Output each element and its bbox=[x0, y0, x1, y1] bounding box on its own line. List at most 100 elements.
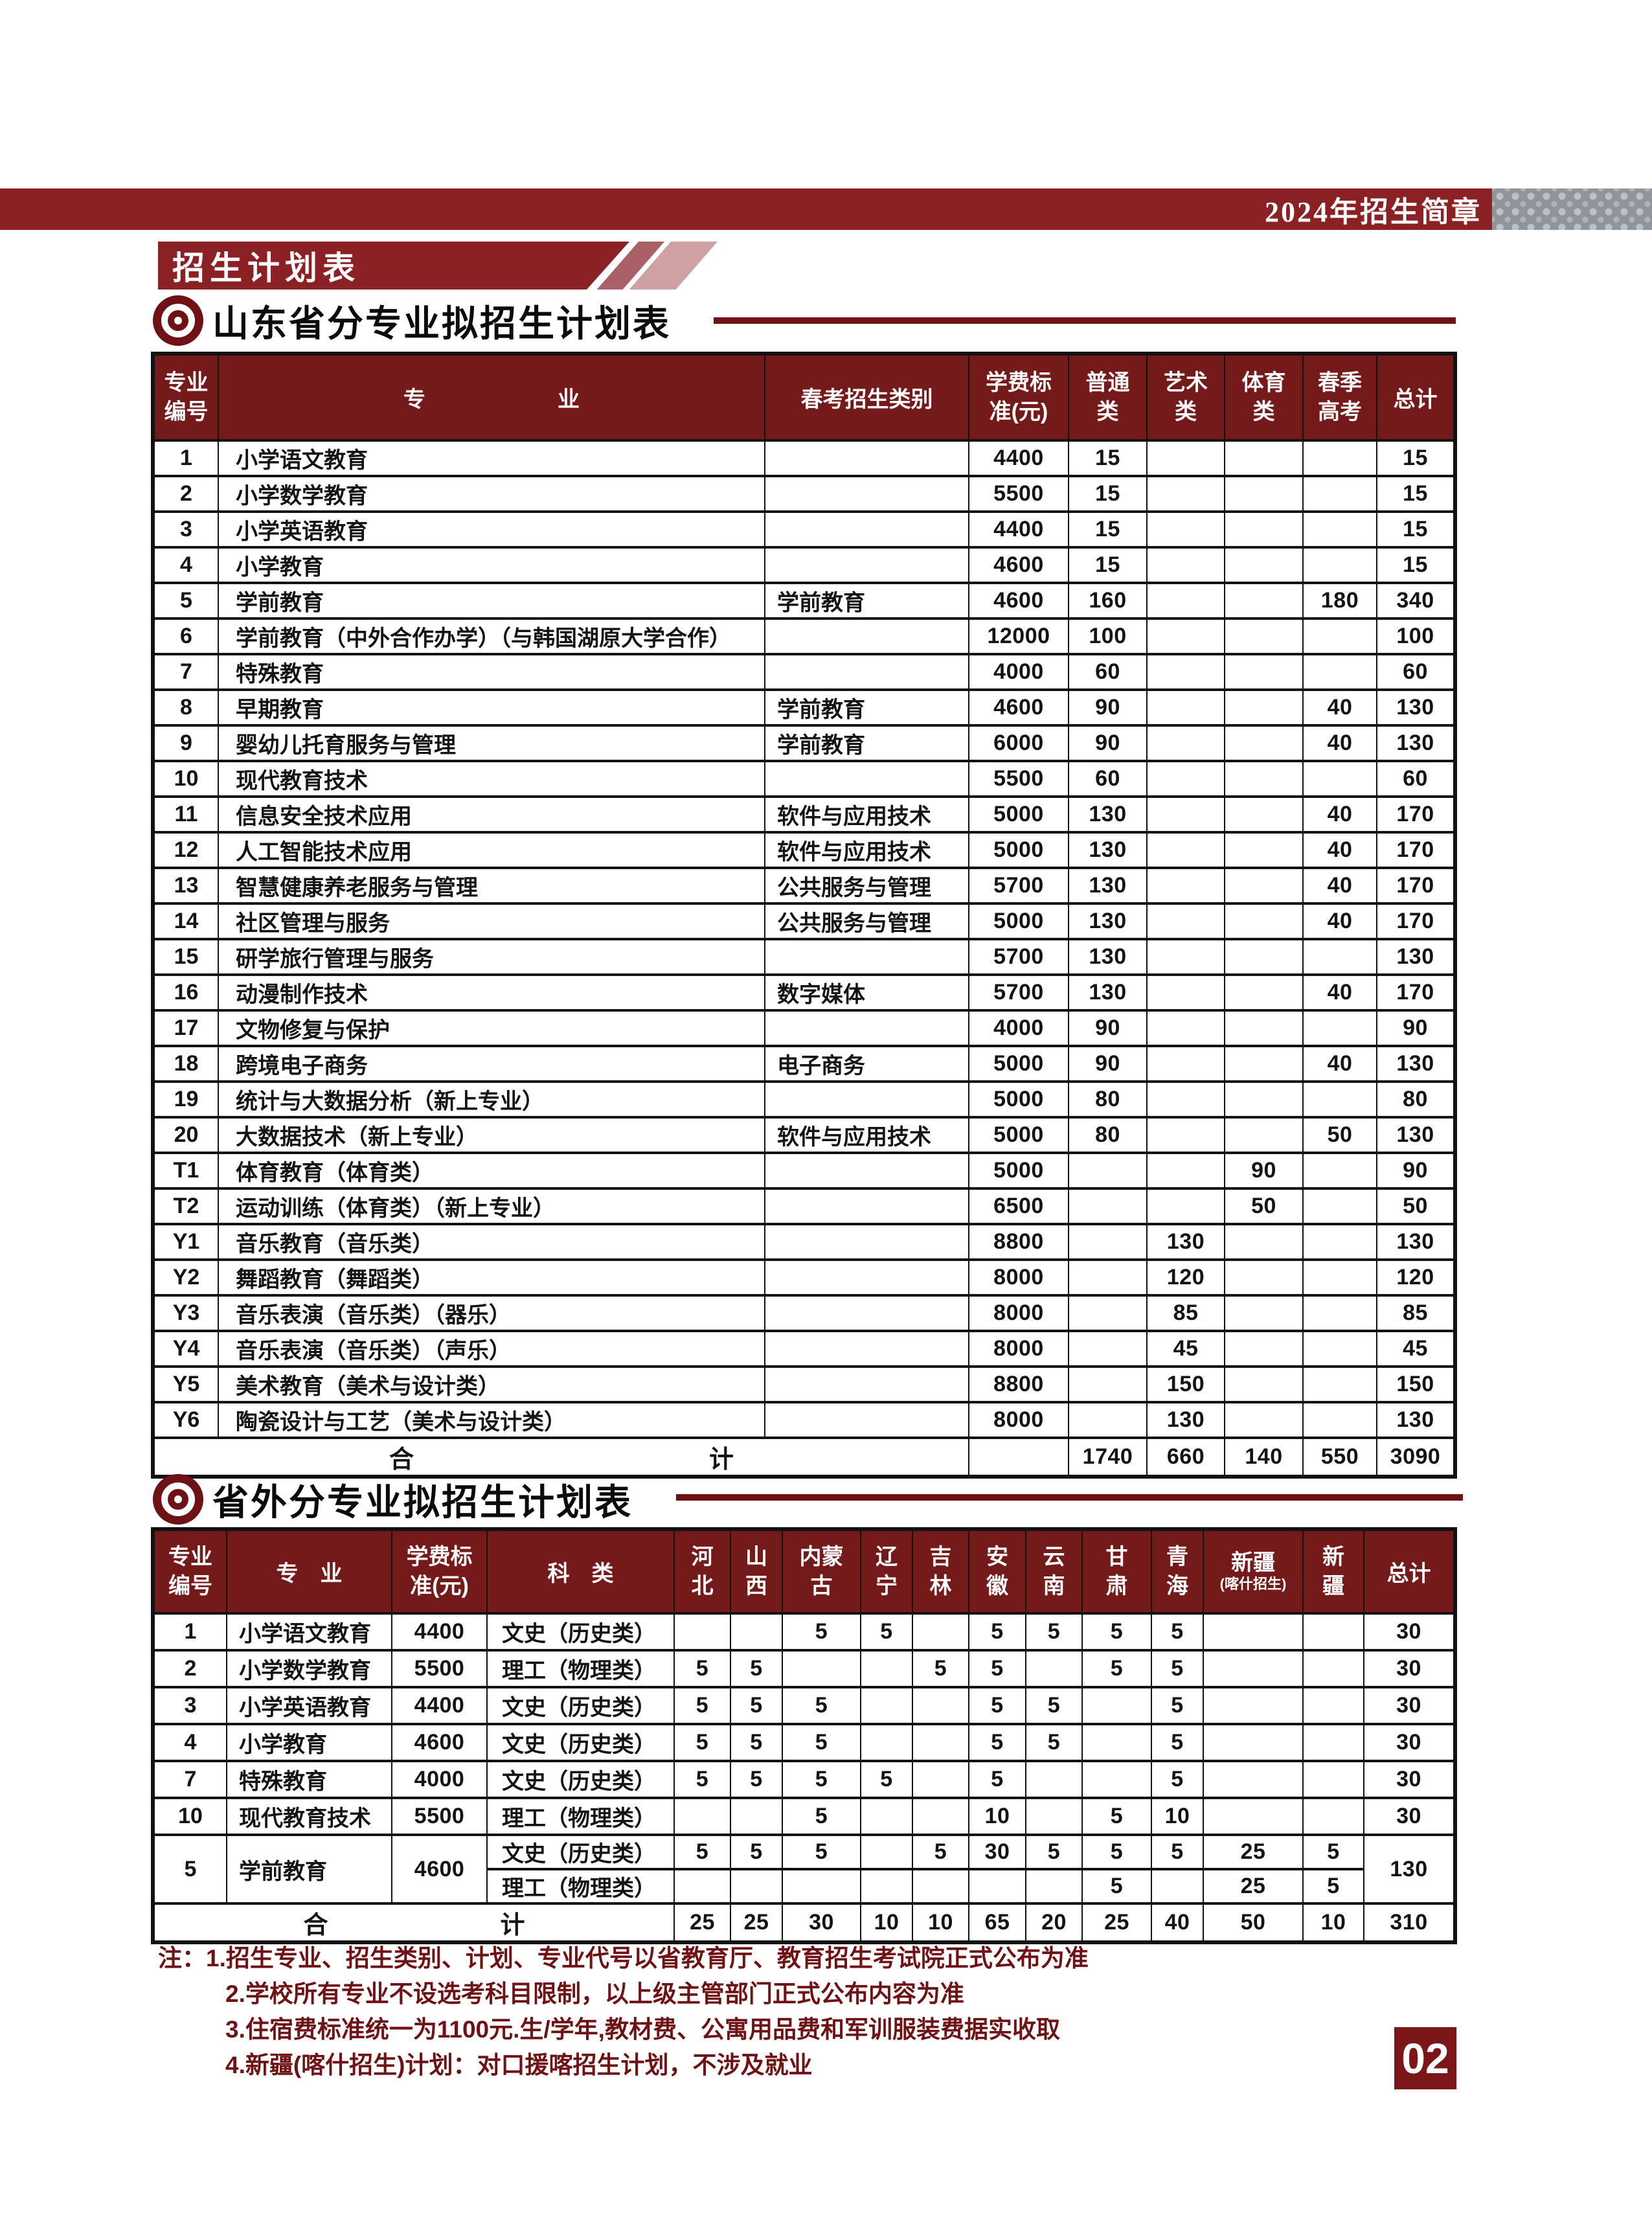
table-cell bbox=[968, 1868, 1026, 1905]
table-cell: 80 bbox=[1068, 1116, 1148, 1154]
table-cell: 4600 bbox=[391, 1723, 488, 1762]
table-cell bbox=[1068, 1152, 1148, 1190]
table-cell bbox=[730, 1797, 783, 1836]
table-cell: 10 bbox=[152, 1797, 227, 1836]
total-label: 合 计 bbox=[152, 1902, 675, 1944]
table-cell: 5 bbox=[673, 1760, 731, 1799]
table-cell: Y5 bbox=[152, 1365, 219, 1403]
table-cell: 研学旅行管理与服务 bbox=[218, 938, 765, 976]
col-header-major: 专 业 bbox=[218, 352, 765, 442]
table-cell: 陶瓷设计与工艺（美术与设计类） bbox=[218, 1401, 765, 1439]
table-cell: 4 bbox=[152, 546, 219, 584]
table-cell: 动漫制作技术 bbox=[218, 973, 765, 1012]
table-cell: 5 bbox=[152, 1834, 227, 1905]
table-cell: 90 bbox=[1068, 1009, 1148, 1047]
table-cell: 90 bbox=[1068, 724, 1148, 762]
table-cell: 50 bbox=[1302, 1116, 1377, 1154]
table2-footer: 合 计 25 25 30 10 10 65 20 25 40 50 10 310 bbox=[152, 1902, 1456, 1944]
notes: 注：1.招生专业、招生类别、计划、专业代号以省教育厅、教育招生考试院正式公布为准… bbox=[158, 1940, 1259, 2083]
table-cell: 特殊教育 bbox=[218, 653, 765, 691]
table-row: 7 特殊教育 4000 文史（历史类） 5 5 5 5 5 5 30 bbox=[152, 1760, 1456, 1799]
table-cell bbox=[860, 1834, 913, 1870]
table-cell: 130 bbox=[1068, 867, 1148, 905]
table-cell: 5 bbox=[782, 1760, 861, 1799]
section2-title: 省外分专业拟招生计划表 bbox=[212, 1481, 633, 1523]
total-hebei: 25 bbox=[673, 1902, 731, 1944]
table-cell bbox=[1302, 1187, 1377, 1225]
table-row: 5 学前教育 学前教育 4600 160 180 340 bbox=[152, 582, 1456, 620]
table-cell: 130 bbox=[1146, 1401, 1225, 1439]
table-cell: 4400 bbox=[968, 510, 1069, 549]
col-header-label: 学费标准(元) bbox=[986, 370, 1052, 424]
table-cell: 90 bbox=[1068, 688, 1148, 727]
table-cell bbox=[912, 1760, 969, 1799]
col-header-label: 新疆 bbox=[1231, 1550, 1275, 1575]
table-cell: 130 bbox=[1363, 1834, 1456, 1905]
table-cell: 5000 bbox=[968, 1116, 1069, 1154]
top-bar: 2024年招生简章 bbox=[0, 188, 1492, 230]
table-cell: 5 bbox=[1081, 1612, 1152, 1652]
table-cell: 学前教育（中外合作办学）（与韩国湖原大学合作） bbox=[218, 617, 765, 655]
table-row: 17 文物修复与保护 4000 90 90 bbox=[152, 1009, 1456, 1047]
table-cell: 5 bbox=[1151, 1686, 1204, 1725]
table-cell: 理工（物理类） bbox=[486, 1797, 675, 1836]
table-cell bbox=[1146, 582, 1225, 620]
table-row: T1 体育教育（体育类） 5000 90 90 bbox=[152, 1152, 1456, 1190]
table-cell bbox=[1224, 1223, 1304, 1261]
table-cell: 5 bbox=[152, 582, 219, 620]
table-cell: 170 bbox=[1376, 902, 1456, 940]
col-header-label: 体育类 bbox=[1241, 370, 1286, 424]
table-cell: 15 bbox=[1376, 510, 1456, 549]
table-cell: 5 bbox=[912, 1834, 969, 1870]
table-cell: 130 bbox=[1146, 1223, 1225, 1261]
table-cell: 12 bbox=[152, 831, 219, 869]
table-cell: 40 bbox=[1302, 688, 1377, 727]
table-cell bbox=[1025, 1649, 1083, 1688]
table-cell: 1 bbox=[152, 439, 219, 477]
total-sports: 140 bbox=[1224, 1437, 1304, 1478]
table-cell: 运动训练（体育类）（新上专业） bbox=[218, 1187, 765, 1225]
table-cell: 特殊教育 bbox=[226, 1760, 392, 1799]
table-cell: 婴幼儿托育服务与管理 bbox=[218, 724, 765, 762]
section1-rule bbox=[714, 317, 1456, 324]
table-cell: 11 bbox=[152, 795, 219, 834]
table-cell: 130 bbox=[1376, 938, 1456, 976]
table2-merged-row-group: 5 学前教育 4600 文史（历史类） 5 5 5 5 30 5 5 5 25 … bbox=[152, 1834, 1456, 1905]
table-cell bbox=[1302, 510, 1377, 549]
table-cell: 170 bbox=[1376, 867, 1456, 905]
col-header-major: 专 业 bbox=[226, 1528, 392, 1615]
total-xinjiang-kashi: 50 bbox=[1203, 1902, 1304, 1944]
table-cell bbox=[1302, 1223, 1377, 1261]
table-cell: 85 bbox=[1376, 1294, 1456, 1332]
table-cell: 5 bbox=[1081, 1834, 1152, 1870]
table-cell: 8000 bbox=[968, 1401, 1069, 1439]
col-header-jilin: 吉林 bbox=[912, 1528, 969, 1615]
table-cell: T1 bbox=[152, 1152, 219, 1190]
table-cell: 5000 bbox=[968, 1152, 1069, 1190]
table-cell: 5 bbox=[782, 1723, 861, 1762]
note-line: 2.学校所有专业不设选考科目限制，以上级主管部门正式公布内容为准 bbox=[225, 1981, 964, 2007]
table-cell bbox=[764, 1152, 969, 1190]
table-cell: 公共服务与管理 bbox=[764, 902, 969, 940]
table-cell: 5 bbox=[673, 1649, 731, 1688]
table-cell: 5 bbox=[1151, 1723, 1204, 1762]
table-cell: 5 bbox=[968, 1649, 1026, 1688]
table-cell: 4400 bbox=[391, 1686, 488, 1725]
table-cell bbox=[1224, 902, 1304, 940]
col-header-major-id: 专业编号 bbox=[152, 1528, 227, 1615]
table-row: 20 大数据技术（新上专业） 软件与应用技术 5000 80 50 130 bbox=[152, 1116, 1456, 1154]
bullseye-inner-ring bbox=[168, 310, 188, 331]
table-cell: 15 bbox=[1376, 546, 1456, 584]
table-cell: 5700 bbox=[968, 973, 1069, 1012]
table1-footer: 合 计 1740 660 140 550 3090 bbox=[152, 1437, 1456, 1478]
table-cell: 小学数学教育 bbox=[226, 1649, 392, 1688]
table-cell bbox=[764, 1223, 969, 1261]
table-cell: 小学数学教育 bbox=[218, 475, 765, 513]
table-cell bbox=[1068, 1294, 1148, 1332]
table-cell: 130 bbox=[1376, 1223, 1456, 1261]
total-gansu: 25 bbox=[1081, 1902, 1152, 1944]
table-cell: 5 bbox=[1151, 1612, 1204, 1652]
table-cell: 学前教育 bbox=[226, 1834, 392, 1905]
table-cell bbox=[764, 1009, 969, 1047]
table-cell bbox=[1146, 973, 1225, 1012]
